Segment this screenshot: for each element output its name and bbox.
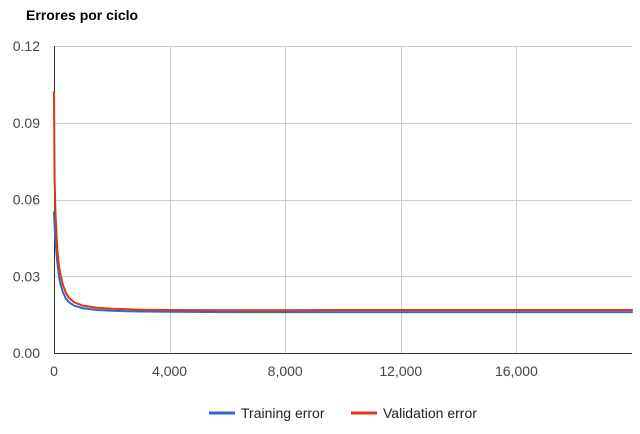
legend-item-training-error[interactable]: Training error [209, 405, 325, 421]
x-tick-label: 4,000 [152, 363, 187, 379]
grid [54, 46, 632, 353]
legend-label: Training error [241, 405, 325, 421]
series-line-validation-error [53, 91, 633, 312]
series-line-training-error [53, 211, 633, 314]
legend-label: Validation error [383, 405, 477, 421]
x-tick-label: 12,000 [379, 363, 422, 379]
tick-labels: 0.00 0.03 0.06 0.09 0.12 0 4,000 8,000 12,000 16,… [13, 38, 538, 379]
x-tick-label: 0 [50, 363, 58, 379]
y-tick-label: 0.12 [13, 38, 40, 54]
axes [54, 46, 632, 354]
legend-item-validation-error[interactable]: Validation error [351, 405, 477, 421]
y-tick-label: 0.09 [13, 115, 40, 131]
y-tick-label: 0.03 [13, 268, 40, 284]
legend[interactable]: Training error Validation error [209, 405, 477, 421]
chart-title: Errores por ciclo [26, 7, 139, 23]
series-lines [53, 91, 633, 314]
y-tick-label: 0.06 [13, 192, 40, 208]
x-tick-label: 8,000 [268, 363, 303, 379]
x-tick-label: 16,000 [495, 363, 538, 379]
y-tick-label: 0.00 [13, 345, 40, 361]
